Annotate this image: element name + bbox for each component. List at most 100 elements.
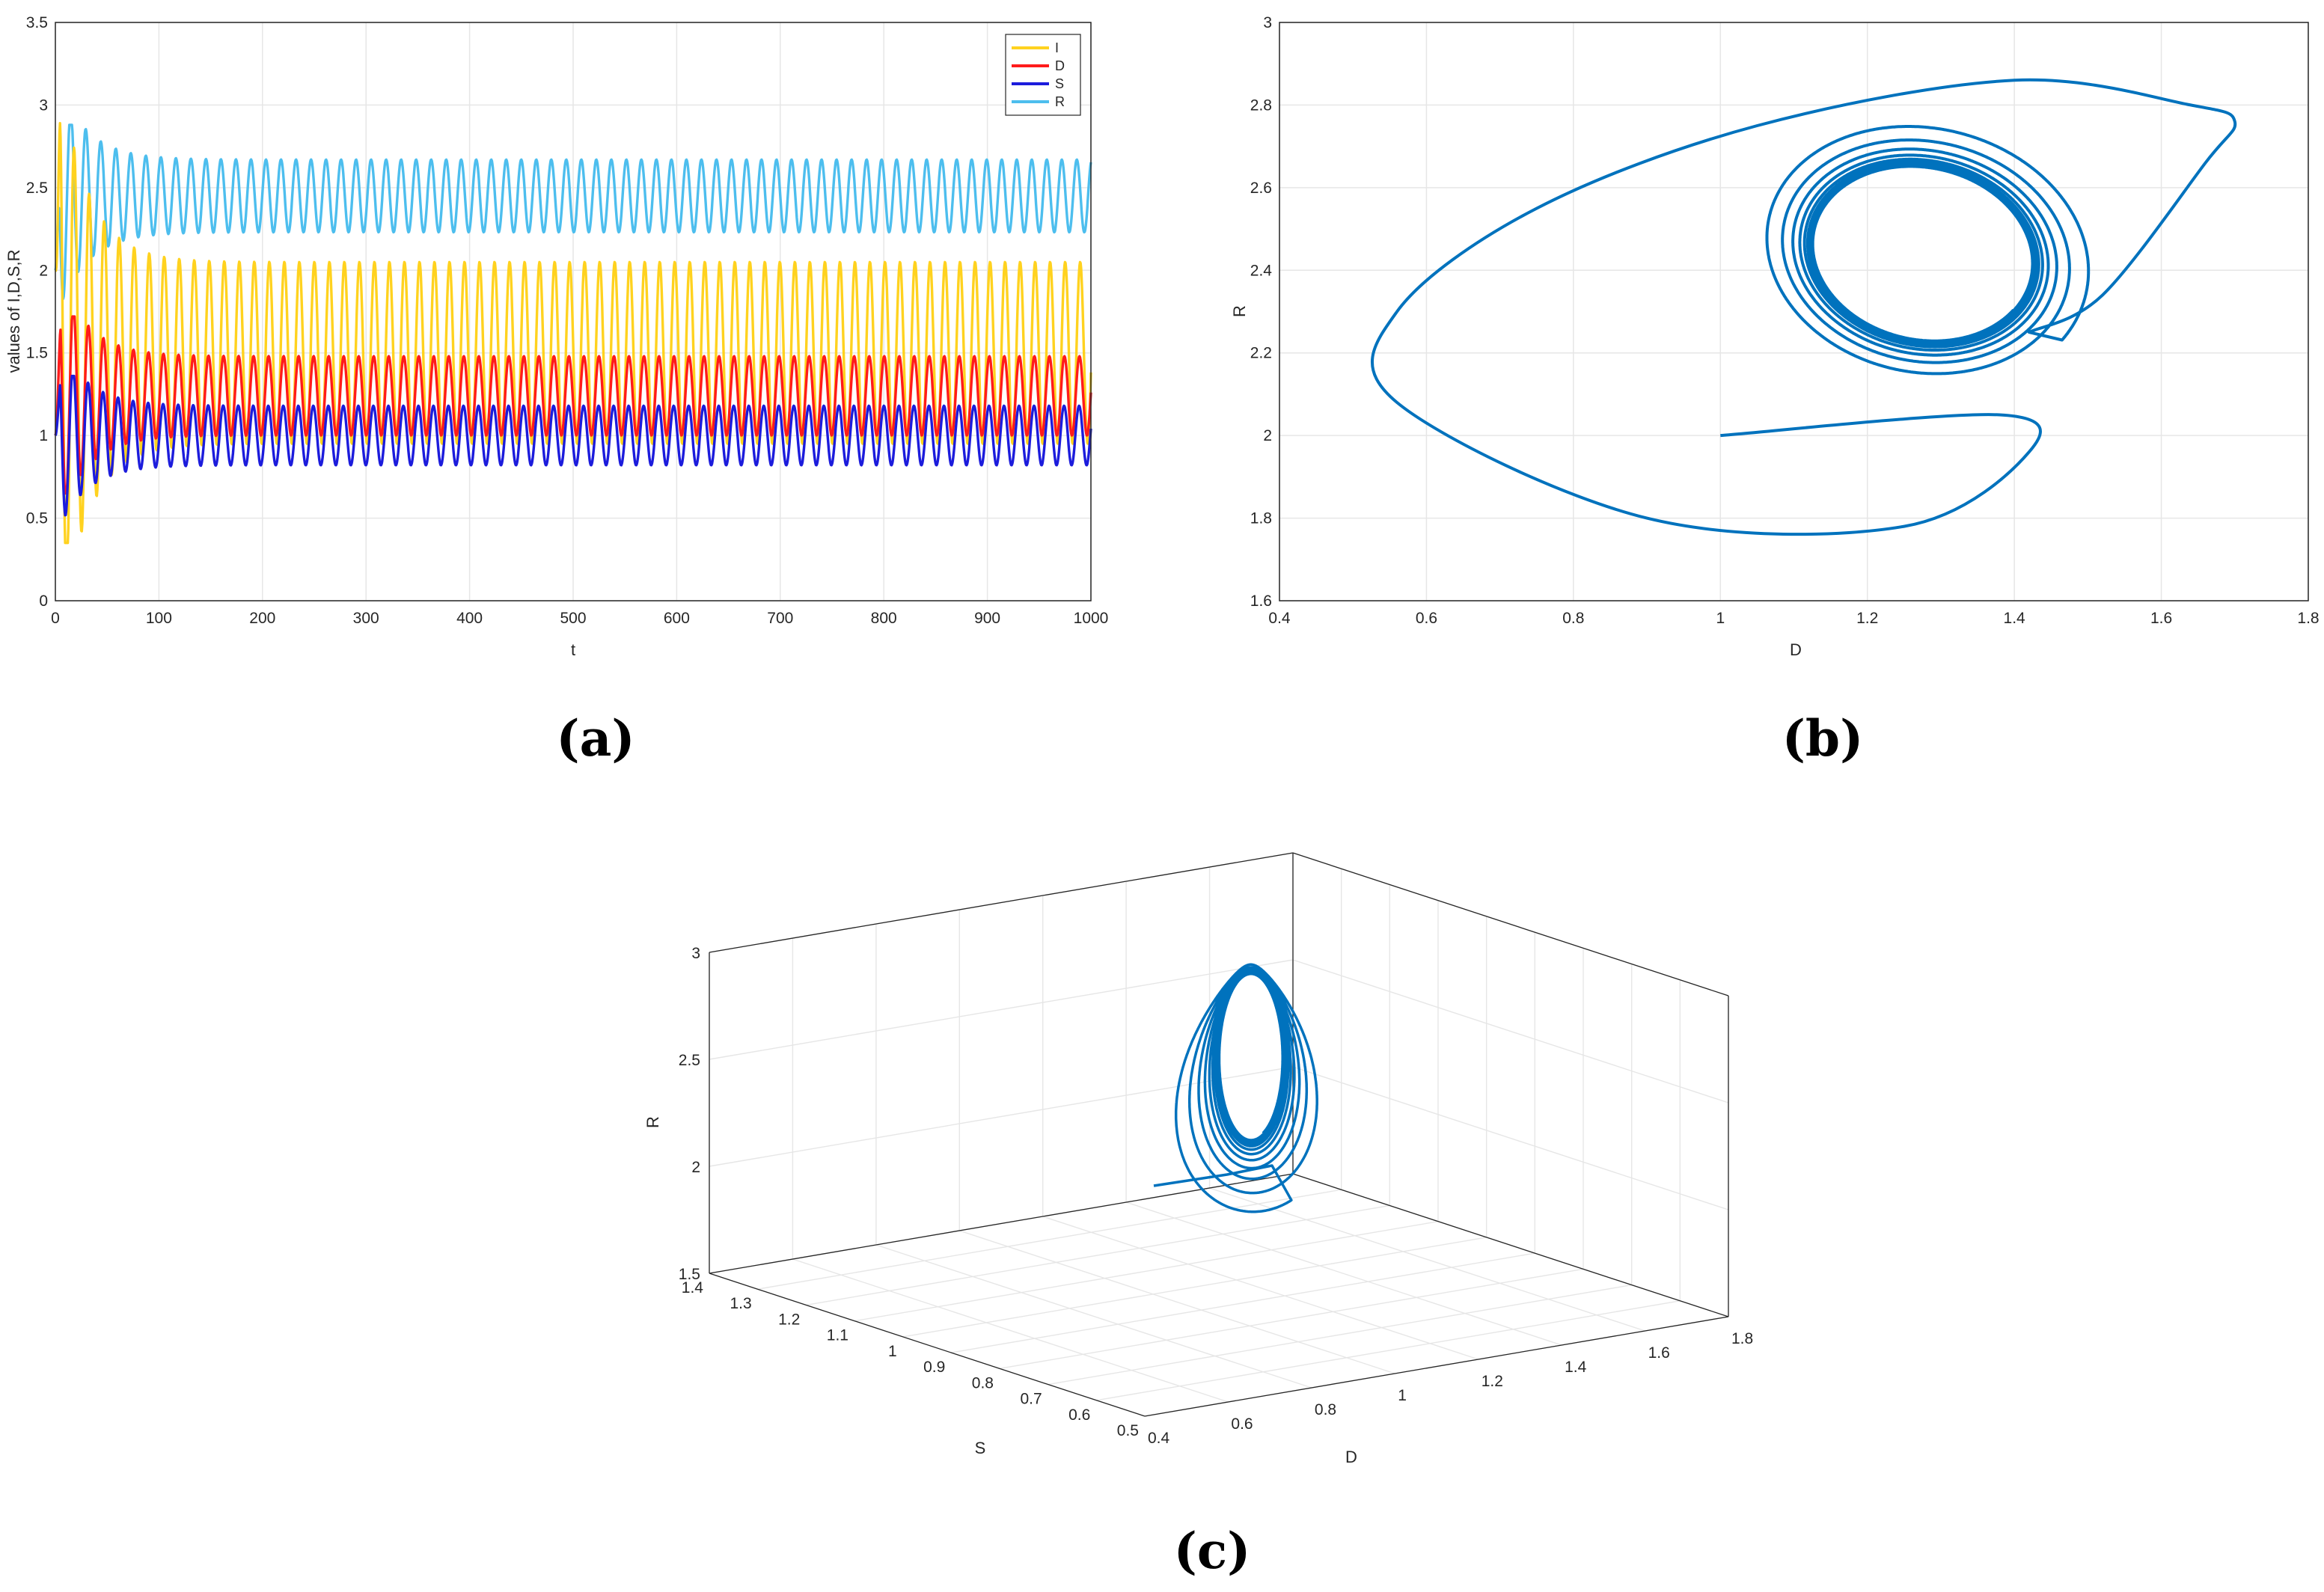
c-side-grid-r-1 xyxy=(1292,1066,1729,1210)
c-r-axis-label: R xyxy=(643,1116,662,1128)
c-edge-d-back xyxy=(709,1173,1294,1274)
a-xtick-2: 200 xyxy=(249,610,275,627)
c-edge-s-top xyxy=(1292,852,1729,996)
c-dtick-7: 1.8 xyxy=(1731,1330,1753,1347)
c-floor-grid-s-7 xyxy=(806,1204,1390,1306)
c-dtick-3: 1 xyxy=(1398,1387,1407,1404)
c-floor-grid-s-2 xyxy=(1048,1284,1632,1386)
c-trajectory-line xyxy=(1153,963,1318,1213)
b-xtick-4: 1.2 xyxy=(1856,610,1878,627)
b-xtick-6: 1.6 xyxy=(2150,610,2172,627)
c-stick-5: 1 xyxy=(888,1343,897,1360)
c-stick-9: 1.4 xyxy=(682,1279,704,1296)
c-floor-grid-d-3 xyxy=(959,1230,1395,1374)
c-rtick-2: 2.5 xyxy=(679,1052,700,1069)
c-dtick-2: 0.8 xyxy=(1315,1401,1336,1418)
c-rtick-0: 1.5 xyxy=(679,1266,700,1283)
c-floor-grid-d-1 xyxy=(792,1258,1229,1403)
b-xtick-0: 0.4 xyxy=(1268,610,1291,627)
c-floor-grid-s-6 xyxy=(854,1221,1439,1322)
a-series-lines xyxy=(54,122,1092,545)
a-xtick-1: 100 xyxy=(146,610,172,627)
a-x-axis-label: t xyxy=(571,640,575,659)
a-xtick-10: 1000 xyxy=(1074,610,1109,627)
c-floor-grid-d-5 xyxy=(1125,1201,1562,1346)
b-axes-box xyxy=(1279,22,2309,601)
a-xtick-5: 500 xyxy=(560,610,586,627)
c-side-grid-r-2 xyxy=(1292,959,1729,1103)
c-edge-s-front xyxy=(709,1273,1146,1417)
c-axes-box xyxy=(709,852,1729,1417)
b-xtick-5: 1.4 xyxy=(2004,610,2026,627)
c-stick-0: 0.5 xyxy=(1117,1422,1139,1439)
b-ytick-2: 2 xyxy=(1263,427,1272,444)
c-floor-grid-d-6 xyxy=(1209,1187,1645,1332)
c-stick-3: 0.8 xyxy=(972,1374,994,1392)
a-tick-labels: 0 100 200 300 400 500 600 700 800 900 1000 0 0.5 1 1.5… xyxy=(26,14,1109,627)
panel-a-time-series: 0 100 200 300 400 500 600 700 800 900 1000 0 0.5 1 1.5… xyxy=(4,14,1108,659)
a-xtick-4: 400 xyxy=(456,610,483,627)
c-edge-d-top xyxy=(709,852,1294,953)
b-ytick-5: 2.6 xyxy=(1250,180,1272,197)
b-xtick-1: 0.6 xyxy=(1416,610,1437,627)
a-xtick-0: 0 xyxy=(51,610,60,627)
c-floor-grid-s-5 xyxy=(902,1237,1487,1338)
c-edge-s-right xyxy=(1292,1173,1729,1317)
b-ytick-1: 1.8 xyxy=(1250,510,1272,527)
a-series-R-line xyxy=(54,123,1092,301)
c-floor-grid-d-4 xyxy=(1042,1216,1479,1360)
b-ytick-6: 2.8 xyxy=(1250,97,1272,114)
c-stick-1: 0.6 xyxy=(1068,1406,1090,1424)
b-xtick-7: 1.8 xyxy=(2297,610,2319,627)
caption-a: (a) xyxy=(556,709,634,768)
a-ytick-0: 0 xyxy=(39,593,48,610)
a-xtick-6: 600 xyxy=(664,610,690,627)
c-dtick-4: 1.2 xyxy=(1481,1373,1503,1390)
c-tick-labels: 0.4 0.6 0.8 1 1.2 1.4 1.6 1.8 0.5 0.6 0.7 0.8 0.9 1 1.… xyxy=(679,945,1753,1447)
c-floor-grid-s-1 xyxy=(1096,1300,1681,1401)
a-ytick-1: 0.5 xyxy=(26,510,48,527)
b-ytick-7: 3 xyxy=(1263,14,1272,31)
c-edge-d-front xyxy=(1144,1316,1729,1417)
c-back-grid-r-1 xyxy=(709,1066,1294,1167)
c-d-axis-label: D xyxy=(1345,1448,1357,1466)
a-ytick-4: 2 xyxy=(39,262,48,279)
b-trajectory-line xyxy=(1371,78,2237,536)
b-x-axis-label: D xyxy=(1790,640,1802,659)
c-dtick-6: 1.6 xyxy=(1648,1344,1670,1362)
b-y-axis-label: R xyxy=(1230,305,1249,317)
a-ytick-3: 1.5 xyxy=(26,345,48,362)
a-xtick-8: 800 xyxy=(871,610,897,627)
a-ytick-6: 3 xyxy=(39,97,48,114)
c-s-axis-label: S xyxy=(975,1439,986,1457)
b-tick-labels: 0.4 0.6 0.8 1 1.2 1.4 1.6 1.8 1.6 1.8 2 2.2 2.4 2.6 2.… xyxy=(1250,14,2320,627)
c-rtick-3: 3 xyxy=(691,945,700,962)
c-back-grid-r-2 xyxy=(709,959,1294,1060)
c-floor-grid-s-3 xyxy=(999,1268,1584,1369)
c-dtick-1: 0.6 xyxy=(1231,1415,1253,1433)
c-floor-grid-d-2 xyxy=(875,1244,1312,1389)
a-legend-label-S: S xyxy=(1055,76,1064,91)
c-stick-8: 1.3 xyxy=(730,1295,751,1312)
a-ytick-5: 2.5 xyxy=(26,180,48,197)
a-ytick-2: 1 xyxy=(39,427,48,444)
a-legend-label-R: R xyxy=(1055,94,1065,109)
a-axes-box xyxy=(55,22,1092,601)
a-legend-label-D: D xyxy=(1055,58,1065,73)
a-xtick-7: 700 xyxy=(767,610,793,627)
c-stick-7: 1.2 xyxy=(778,1311,800,1328)
a-legend-label-I: I xyxy=(1055,40,1059,55)
b-ytick-3: 2.2 xyxy=(1250,345,1272,362)
a-xtick-3: 300 xyxy=(353,610,379,627)
panel-c-3d-phase: 0.4 0.6 0.8 1 1.2 1.4 1.6 1.8 0.5 0.6 0.7 0.8 0.9 1 1.… xyxy=(643,852,1753,1466)
a-y-axis-label: values of I,D,S,R xyxy=(4,249,23,373)
caption-b: (b) xyxy=(1782,709,1864,768)
b-ytick-0: 1.6 xyxy=(1250,593,1272,610)
b-ytick-4: 2.4 xyxy=(1250,262,1273,279)
a-series-D-line xyxy=(54,315,1092,495)
c-dtick-0: 0.4 xyxy=(1148,1430,1170,1447)
b-xtick-2: 0.8 xyxy=(1562,610,1584,627)
caption-c: (c) xyxy=(1174,1522,1251,1580)
